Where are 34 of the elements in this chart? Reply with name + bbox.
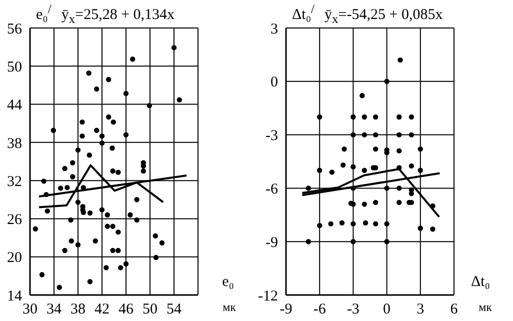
y-tick-label: 20	[7, 250, 22, 266]
x-tick-label: 6	[450, 302, 458, 318]
chart-title: ȳ$_{x}$=-54,25 + 0,085x	[324, 7, 443, 26]
x-tick-label: 30	[22, 302, 38, 318]
x-tick-label: -3	[346, 302, 360, 318]
y-axis-title: Δt₀$^{/}$	[292, 2, 315, 23]
x-tick-label: 50	[142, 302, 158, 318]
y-tick-label: 14	[7, 288, 22, 304]
y-tick-label: 32	[7, 174, 22, 190]
y-tick-label: -3	[266, 128, 278, 144]
y-axis-title: e₀$^{/}$	[36, 2, 52, 23]
x-tick-label: 34	[46, 302, 62, 318]
y-tick-label: 3	[270, 21, 278, 38]
y-tick-label: 56	[7, 21, 22, 38]
y-tick-label: 0	[270, 74, 278, 91]
y-tick-label: 38	[7, 136, 22, 152]
text: мк	[222, 300, 236, 315]
x-tick-label: 42	[94, 302, 110, 318]
y-tick-label: 50	[7, 59, 22, 76]
y-tick-label: 26	[7, 212, 22, 228]
x-tick-label: 46	[118, 302, 134, 318]
y-tick-label: -12	[258, 288, 278, 304]
x-tick-label: 3	[416, 302, 424, 318]
x-tick-label: -6	[313, 302, 326, 318]
x-tick-label: 38	[70, 302, 86, 318]
x-axis-title: Δt₀	[470, 274, 490, 291]
y-tick-label: -6	[266, 182, 278, 198]
x-tick-label: 0	[383, 302, 391, 318]
x-tick-label: 54	[166, 302, 182, 318]
y-tick-label: 44	[7, 98, 22, 114]
text: мк	[478, 300, 492, 315]
chart-title: ȳ$_{x}$=25,28 + 0,134x	[61, 7, 175, 26]
y-tick-label: -9	[266, 234, 278, 251]
x-axis-title: e₀	[222, 274, 234, 291]
